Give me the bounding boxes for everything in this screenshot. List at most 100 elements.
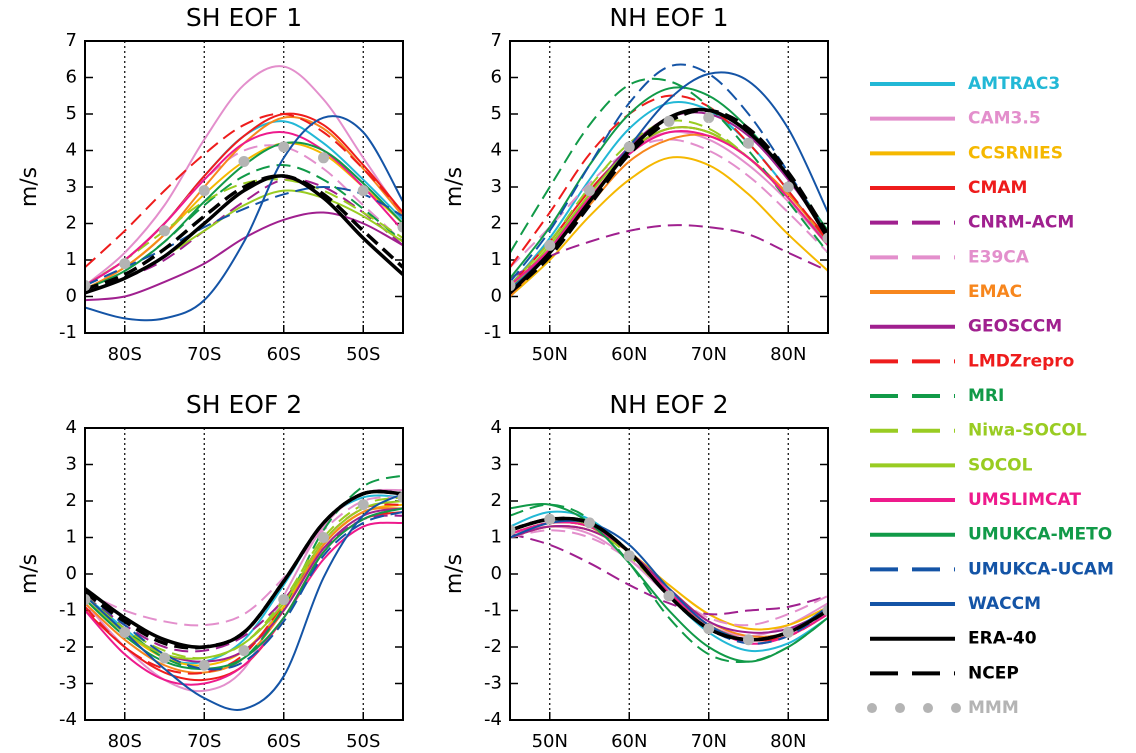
x-tick-label: 60S — [267, 731, 301, 752]
series-line — [85, 510, 403, 671]
series-line — [510, 107, 828, 295]
plot-area — [510, 63, 828, 298]
x-tick-label: 70S — [187, 344, 221, 365]
y-axis-label: m/s — [17, 167, 42, 207]
series-line — [510, 517, 828, 645]
mean-marker — [782, 181, 794, 193]
legend-label: WACCM — [968, 594, 1041, 614]
y-tick-label: 1 — [491, 249, 502, 270]
y-tick-label: -2 — [484, 636, 502, 657]
mean-marker — [782, 626, 794, 638]
plot-area — [510, 503, 828, 663]
series-line — [85, 507, 403, 670]
y-tick-label: 7 — [66, 30, 77, 51]
mean-marker — [510, 524, 516, 536]
y-tick-label: 0 — [491, 563, 502, 584]
chart-title: NH EOF 2 — [609, 390, 728, 419]
y-tick-label: 6 — [66, 67, 77, 88]
y-tick-label: -3 — [484, 673, 502, 694]
legend-marker — [895, 703, 905, 714]
mean-marker — [198, 659, 210, 671]
legend-label: MRI — [968, 386, 1004, 406]
y-tick-label: 2 — [66, 213, 77, 234]
mean-marker — [318, 152, 329, 164]
series-line — [510, 521, 828, 645]
x-tick-label: 70N — [691, 731, 727, 752]
y-tick-label: 4 — [66, 417, 77, 438]
series-line — [85, 489, 403, 649]
series-line — [510, 126, 828, 290]
panel: SH EOF 2 m/s 80S 70S 60S 50S -4 -3 -2 -1 0 1 2 3 4 — [17, 390, 404, 752]
mean-marker — [397, 221, 403, 233]
mean-marker — [703, 623, 715, 635]
mean-marker — [510, 280, 516, 292]
mean-marker — [198, 185, 210, 197]
chart-title: SH EOF 1 — [186, 3, 302, 32]
x-tick-label: 50N — [532, 731, 568, 752]
x-tick-label: 80N — [770, 731, 806, 752]
series-line — [510, 525, 828, 638]
legend-label: MMM — [968, 698, 1019, 718]
y-axis-label: m/s — [17, 554, 42, 594]
mean-marker — [318, 532, 329, 543]
mean-marker — [663, 115, 675, 127]
legend-marker — [923, 703, 933, 714]
series-line — [510, 532, 828, 616]
series-line — [510, 516, 828, 642]
x-tick-label: 70N — [691, 344, 727, 365]
x-tick-label: 50S — [346, 731, 380, 752]
series-line — [85, 115, 403, 322]
legend-label: CNRM-ACM — [968, 213, 1074, 233]
legend-label: ERA-40 — [968, 629, 1037, 649]
series-line — [85, 65, 403, 287]
plot-area — [85, 474, 403, 711]
y-tick-label: 4 — [66, 140, 77, 161]
mean-marker — [85, 280, 91, 292]
y-tick-label: 3 — [66, 454, 77, 475]
y-tick-label: 5 — [66, 103, 77, 124]
series-line — [510, 519, 828, 641]
legend-label: Niwa-SOCOL — [968, 421, 1087, 441]
y-tick-label: -1 — [484, 600, 502, 621]
x-tick-label: 50N — [532, 344, 568, 365]
series-line — [85, 500, 403, 660]
series-line — [85, 112, 403, 269]
series-line — [510, 521, 828, 642]
y-tick-label: 0 — [491, 286, 502, 307]
series-line — [510, 503, 828, 663]
series-line — [510, 108, 828, 295]
legend-label: LMDZrepro — [968, 351, 1074, 371]
legend-label: NCEP — [968, 663, 1019, 683]
x-tick-label: 60S — [267, 344, 301, 365]
mean-marker — [119, 258, 131, 270]
y-tick-label: 1 — [66, 249, 77, 270]
series-line — [85, 174, 403, 291]
series-line — [510, 516, 828, 642]
mean-marker — [544, 239, 556, 251]
x-tick-label: 60N — [611, 731, 647, 752]
series-line — [510, 119, 828, 287]
y-tick-label: 1 — [491, 527, 502, 548]
legend-label: UMUKCA-METO — [968, 525, 1112, 545]
y-tick-label: -2 — [59, 636, 77, 657]
x-tick-label: 70S — [187, 731, 221, 752]
mean-marker — [584, 517, 595, 529]
y-tick-label: -4 — [59, 709, 77, 730]
mean-marker — [238, 155, 250, 167]
series-line — [510, 521, 828, 642]
chart-title: SH EOF 2 — [186, 390, 302, 419]
y-tick-label: -4 — [484, 709, 502, 730]
mean-marker — [623, 550, 635, 562]
y-tick-label: 3 — [66, 176, 77, 197]
x-tick-label: 80N — [770, 344, 806, 365]
series-line — [85, 492, 403, 711]
mean-marker — [703, 112, 715, 124]
series-line — [510, 130, 828, 287]
x-tick-label: 60N — [611, 344, 647, 365]
legend-label: GEOSCCM — [968, 317, 1062, 337]
y-tick-label: 2 — [491, 213, 502, 234]
series-line — [510, 94, 828, 268]
y-tick-label: 2 — [491, 490, 502, 511]
series-line — [510, 156, 828, 298]
